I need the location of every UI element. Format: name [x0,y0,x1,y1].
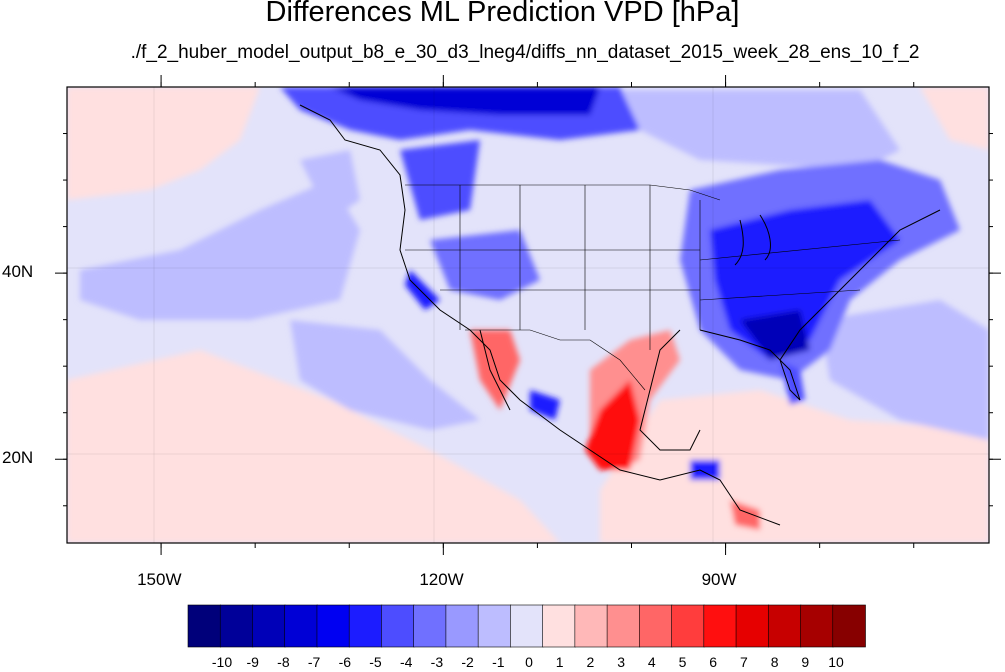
colorbar-swatch [510,604,544,648]
contour-blue-florida [780,360,805,405]
contour-pink-nw [67,87,260,200]
colorbar-label: 4 [647,654,656,670]
colorbar-swatch [413,604,447,648]
colorbar-swatch [219,604,254,648]
map-subtitle: ./f_2_huber_model_output_b8_e_30_d3_lneg… [130,42,920,63]
contour-pink-se [600,390,989,543]
great-lakes [734,214,771,266]
colorbar-swatch [735,604,770,648]
lon-tick-label: 90W [701,570,737,589]
difference-contours [67,87,989,543]
colorbar-label: 8 [770,654,779,670]
contour-red-mexico [585,380,640,470]
colorbar-label: -4 [399,654,413,670]
colorbar-label: -7 [307,654,321,670]
colorbar-swatch [800,604,834,648]
colorbar-label: -10 [211,654,233,670]
colorbar-swatch [703,604,737,648]
contour-blue-california [405,270,440,310]
colorbar-swatch [316,604,350,648]
colorbar-label: 10 [828,654,844,670]
colorbar-swatch [477,604,512,648]
colorbar-swatch [284,604,318,648]
field-layer [67,87,989,543]
colorbar-swatch [542,604,576,648]
borders [405,184,901,391]
colorbar-label: -8 [277,654,290,670]
contour-lightblue-canada [620,90,900,170]
colorbar-swatch [574,604,608,648]
colorbar-label: -3 [430,654,444,670]
border-us-canada [405,184,721,201]
colorbar-swatch [671,604,705,648]
contour-red-baja [470,330,520,410]
contour-darkblue-southeast [740,310,810,360]
colorbar-swatch [187,604,222,648]
contour-darkblue-canada [330,87,600,115]
coastlines [299,104,941,526]
lat-tick-label: 20N [2,448,34,468]
colorbar-swatch [381,604,415,648]
contour-blue-central-america [690,460,720,480]
contour-lightblue-atlantic [820,300,989,440]
map-title: Differences ML Prediction VPD [hPa] [265,0,740,28]
colorbar-label: -5 [369,654,382,670]
colorbar [187,604,866,648]
colorbar-label: 5 [678,654,687,670]
colorbar-label: 6 [709,654,718,670]
colorbar-label: -9 [246,654,259,670]
lon-tick-label: 120W [419,570,464,589]
contour-pink-sw [67,350,560,543]
colorbar-swatch [832,604,866,648]
colorbar-swatch [639,604,673,648]
coast-pacific [299,104,781,526]
colorbar-label: 3 [617,654,625,670]
contour-lightblue-pacific-n [300,150,360,220]
colorbar-swatch [445,604,479,648]
colorbar-label: 7 [739,654,748,670]
colorbar-swatch [348,604,383,648]
colorbar-swatch [252,604,286,648]
colorbar-swatch [767,604,802,648]
colorbar-swatch [606,604,641,648]
state-lines-ew [405,239,901,301]
colorbar-label: -6 [338,654,352,670]
graticule [67,87,989,543]
contour-red-central-america [730,500,760,530]
map-frame [66,86,990,544]
lat-tick-label: 40N [2,262,34,282]
contour-blue-west-us [430,230,540,300]
colorbar-label: 2 [586,654,595,670]
colorbar-label: 0 [525,654,533,670]
axis-ticks [55,75,1001,555]
colorbar-label: -2 [461,654,474,670]
coast-gulf [639,329,701,451]
contour-pink-ne [920,87,989,150]
colorbar-label: 1 [555,654,564,670]
contour-blue-mexico [530,390,560,420]
colorbar-label: -1 [492,654,505,670]
colorbar-label: 9 [801,654,810,670]
coast-atlantic [699,209,941,401]
contour-lightblue-pacific [80,180,360,320]
border-us-mexico [465,329,646,391]
lon-tick-label: 150W [137,570,182,589]
state-lines-ns [459,185,701,350]
contour-lightblue-baja-offshore [290,320,480,430]
coast-baja [479,329,511,411]
